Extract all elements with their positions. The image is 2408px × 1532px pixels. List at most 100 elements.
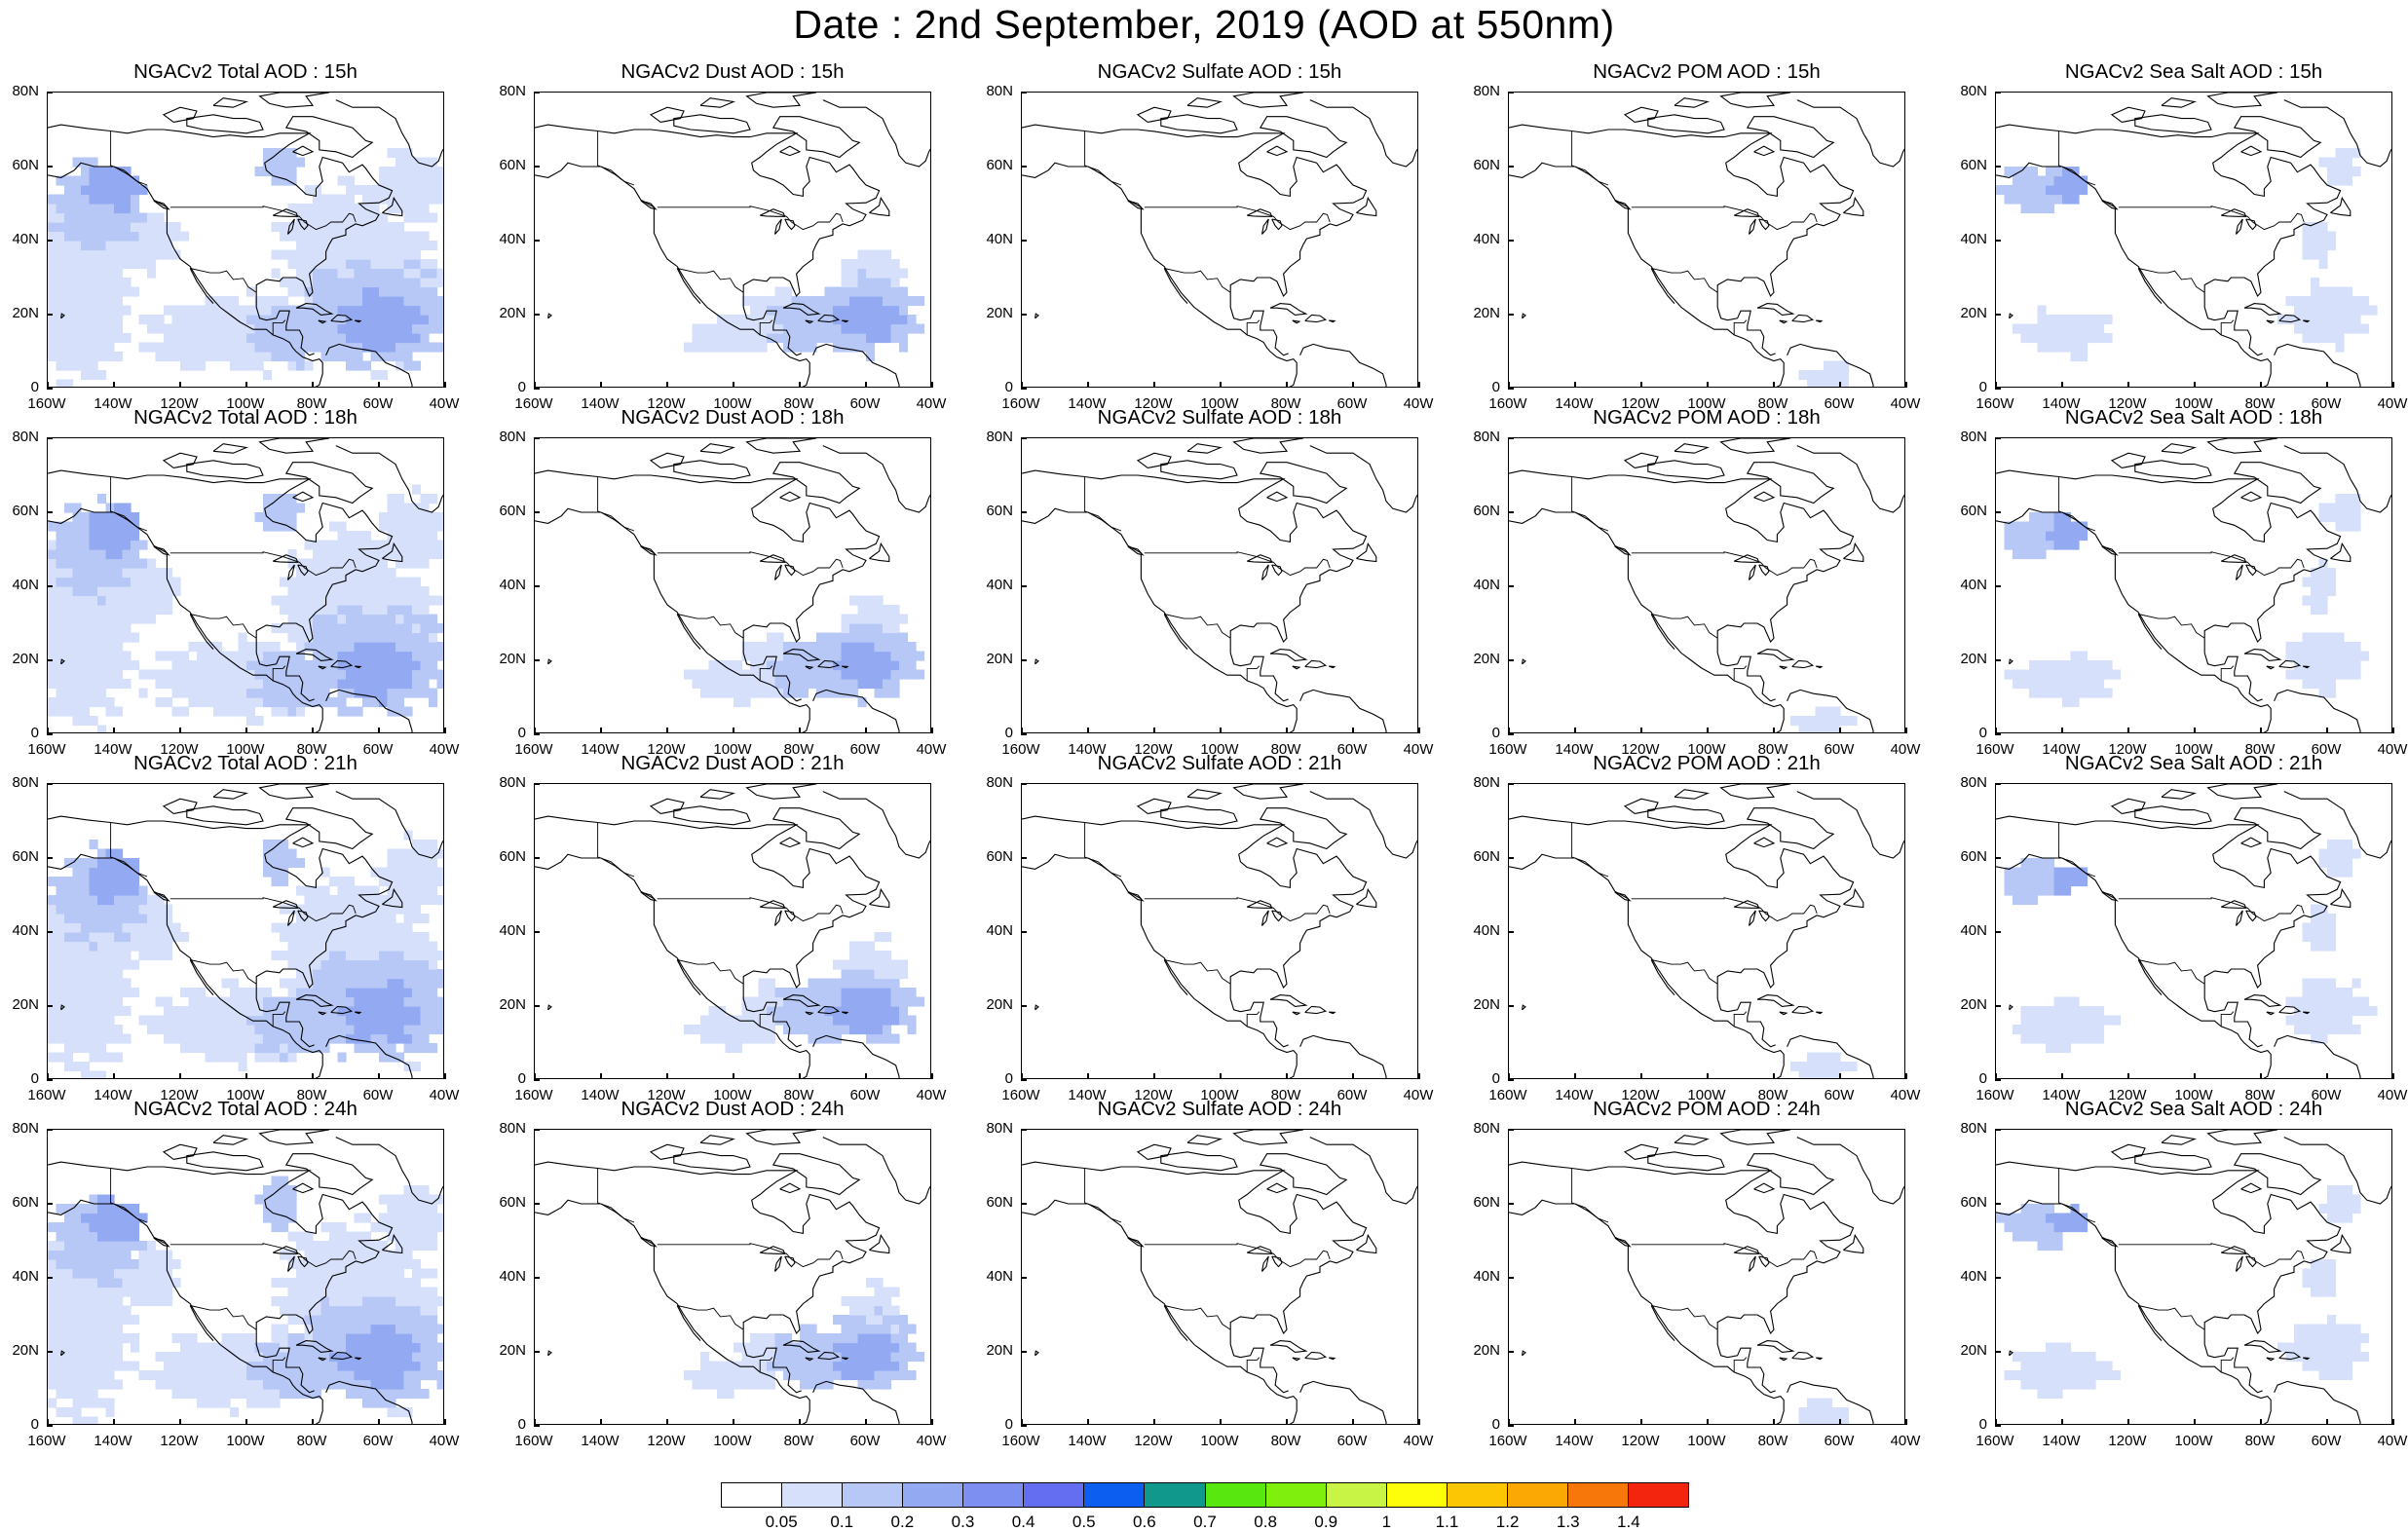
lon-tick [1021, 728, 1023, 733]
aod-cell [883, 969, 891, 979]
aod-cell [197, 670, 206, 680]
aod-cell [412, 615, 421, 624]
aod-cell [2071, 185, 2080, 195]
aod-cell [272, 877, 281, 886]
aod-cell [429, 1232, 437, 1242]
aod-cell [48, 549, 56, 559]
aod-cell [288, 512, 297, 522]
coastline [1187, 790, 1221, 800]
map-svg [1509, 93, 1905, 388]
aod-cell [64, 1370, 73, 1380]
aod-cell [395, 905, 404, 915]
aod-cell [2038, 549, 2047, 559]
aod-cell [56, 895, 65, 905]
coastline [286, 117, 372, 158]
aod-cell [97, 849, 106, 859]
map-svg [48, 438, 444, 733]
lon-tick [2194, 382, 2196, 388]
aod-cell [305, 660, 314, 670]
aod-cell [362, 269, 371, 279]
aod-cell [842, 1006, 850, 1016]
aod-cell [2071, 652, 2080, 661]
aod-cell [750, 306, 759, 316]
aod-cell [2071, 343, 2080, 353]
aod-cell [272, 343, 281, 353]
aod-cell [90, 960, 98, 970]
aod-cell [700, 1362, 709, 1371]
aod-cell [355, 942, 363, 952]
aod-cell [296, 158, 305, 168]
aod-cell [2071, 541, 2080, 550]
aod-cell [792, 1352, 801, 1362]
lat-tick-label: 80N [1944, 774, 1987, 791]
aod-cell [81, 1315, 90, 1325]
aod-cell [395, 333, 404, 343]
aod-cell [222, 352, 231, 361]
aod-cell [742, 697, 751, 707]
lon-tick [1574, 1073, 1576, 1079]
coastline [1138, 799, 1171, 813]
aod-cell [73, 1222, 82, 1232]
lon-tick [312, 1419, 314, 1425]
aod-cell [338, 213, 347, 223]
aod-cell [2319, 1025, 2328, 1034]
map-svg [535, 438, 931, 733]
aod-cell [97, 1333, 106, 1343]
aod-cell [73, 1016, 82, 1026]
aod-cell [2319, 512, 2328, 522]
aod-cell [2294, 1025, 2303, 1034]
aod-cell [395, 605, 404, 615]
aod-cell [222, 343, 231, 353]
aod-cell [139, 1370, 148, 1380]
coastline [1329, 1012, 1335, 1014]
aod-cell [280, 1296, 288, 1306]
aod-cell [56, 1362, 65, 1371]
aod-cell [329, 895, 338, 905]
aod-cell [437, 1380, 445, 1390]
coastline [2204, 292, 2263, 355]
coastline [1022, 125, 1367, 296]
aod-cell [437, 522, 445, 532]
aod-cell [421, 615, 430, 624]
aod-cell [123, 951, 132, 960]
aod-cell [329, 615, 338, 624]
aod-cell [2327, 568, 2336, 578]
lon-tick-label: 120W [150, 1433, 208, 1449]
aod-cell [717, 1016, 726, 1026]
aod-cell [296, 269, 305, 279]
aod-cell [346, 707, 355, 717]
aod-cell [305, 923, 314, 933]
aod-cell [296, 1278, 305, 1288]
aod-cell [222, 1380, 231, 1390]
aod-cell [2062, 522, 2071, 532]
coastline [1757, 995, 1793, 1007]
aod-cell [123, 287, 132, 297]
aod-cell [73, 923, 82, 933]
lon-tick [600, 382, 602, 388]
lat-tick [534, 388, 540, 390]
aod-cell [734, 660, 742, 670]
aod-cell [816, 633, 825, 643]
aod-cell [421, 586, 430, 596]
aod-cell [172, 1025, 181, 1034]
aod-cell [263, 324, 272, 334]
aod-cell [305, 232, 314, 242]
aod-cell [2311, 679, 2319, 689]
aod-cell [759, 979, 768, 989]
coastline [260, 1130, 329, 1144]
aod-cell [734, 1380, 742, 1390]
aod-cell [379, 296, 388, 306]
coastline [1293, 666, 1299, 669]
aod-cell [147, 914, 156, 923]
aod-cell [2029, 522, 2038, 532]
aod-cell [280, 858, 288, 868]
aod-cell [717, 1389, 726, 1399]
aod-cell [346, 960, 355, 970]
aod-cell [842, 988, 850, 997]
aod-cell [90, 204, 98, 213]
aod-cell [156, 213, 165, 223]
aod-cell [371, 222, 380, 232]
aod-cell [816, 670, 825, 680]
lon-tick [2061, 382, 2063, 388]
aod-cell [114, 1362, 123, 1371]
